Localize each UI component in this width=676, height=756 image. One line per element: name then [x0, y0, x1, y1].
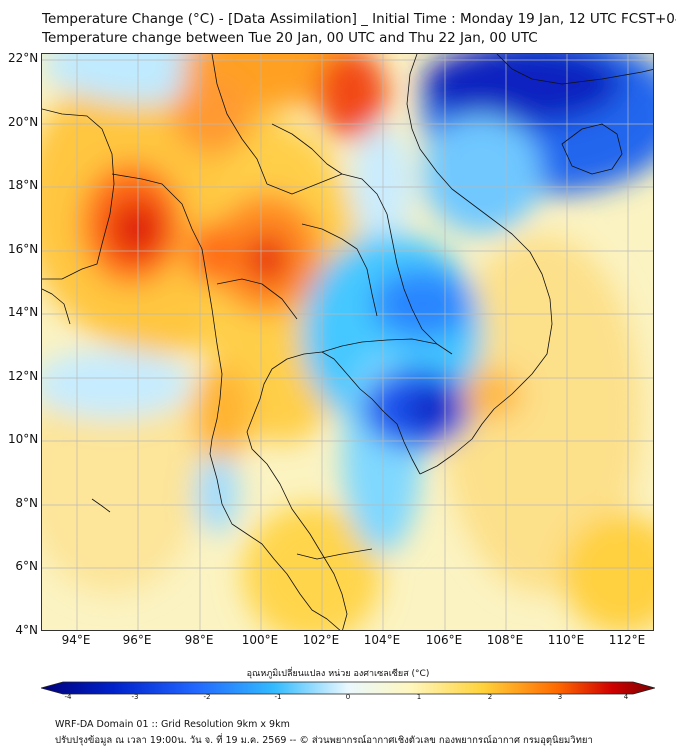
colorbar-tick: 2: [487, 693, 493, 701]
lon-label: 106°E: [425, 633, 463, 647]
lon-label: 94°E: [61, 633, 91, 647]
lon-label: 112°E: [608, 633, 646, 647]
lat-label: 16°N: [8, 242, 39, 256]
lon-label: 108°E: [486, 633, 524, 647]
map-subtitle: Temperature change between Tue 20 Jan, 0…: [42, 30, 538, 46]
colorbar-tick: 4: [623, 693, 629, 701]
graticule: [42, 54, 653, 630]
lon-label: 100°E: [241, 633, 279, 647]
colorbar-tick: 1: [416, 693, 422, 701]
coastlines-and-borders: [42, 54, 653, 630]
colorbar-tick: -4: [64, 693, 72, 701]
colorbar-tick: -2: [203, 693, 211, 701]
lat-label: 12°N: [8, 369, 39, 383]
colorbar-tick: 0: [345, 693, 351, 701]
lon-label: 104°E: [363, 633, 401, 647]
lat-label: 6°N: [15, 559, 38, 573]
colorbar-title: อุณหภูมิเปลี่ยนแปลง หน่วย องศาเซลเซียส (…: [246, 669, 430, 679]
colorbar-tick: -1: [274, 693, 282, 701]
colorbar-tick: -3: [131, 693, 139, 701]
lon-label: 98°E: [184, 633, 214, 647]
lat-label: 18°N: [8, 178, 39, 192]
footer-credits: ปรับปรุงข้อมูล ณ เวลา 19:00น. วัน จ. ที่…: [55, 735, 593, 746]
lon-label: 110°E: [547, 633, 585, 647]
lon-label: 102°E: [302, 633, 340, 647]
temperature-change-map: [41, 53, 654, 631]
lat-label: 20°N: [8, 115, 39, 129]
lat-label: 14°N: [8, 305, 39, 319]
footer-model-info: WRF-DA Domain 01 :: Grid Resolution 9km …: [55, 719, 290, 730]
lat-label: 8°N: [15, 496, 38, 510]
map-canvas: [42, 54, 653, 630]
lat-label: 22°N: [8, 51, 39, 65]
map-title: Temperature Change (°C) - [Data Assimila…: [42, 11, 676, 27]
lat-label: 10°N: [8, 432, 39, 446]
colorbar-tick: 3: [557, 693, 563, 701]
temperature-field: [42, 54, 653, 630]
lat-label: 4°N: [15, 623, 38, 637]
lon-label: 96°E: [122, 633, 152, 647]
